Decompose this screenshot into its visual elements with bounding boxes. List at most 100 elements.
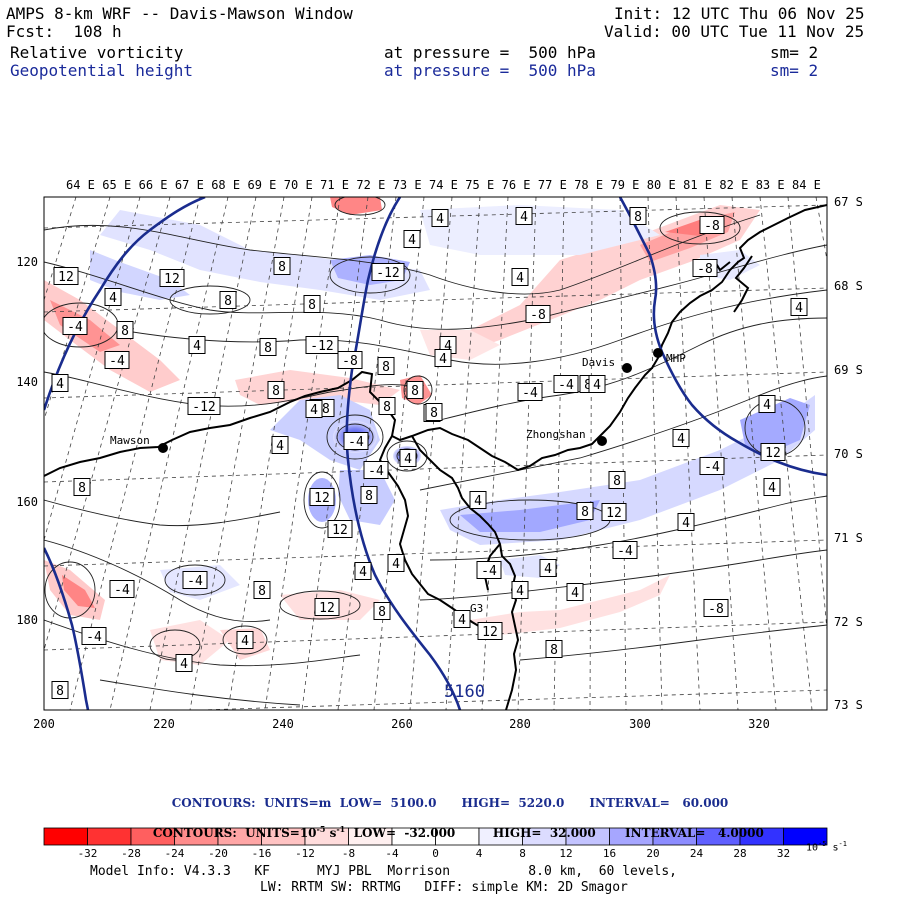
svg-text:4: 4	[392, 557, 400, 572]
colorbar-label: -28	[121, 847, 141, 860]
contour-label: -4	[612, 541, 638, 559]
lat-lon-grid	[44, 197, 827, 710]
contour-label: -4	[81, 627, 107, 645]
latitude-label: 71 S	[834, 531, 863, 545]
y-tick-label: 120	[16, 255, 38, 269]
contour-label: 8	[377, 357, 395, 375]
svg-text:-8: -8	[704, 219, 720, 234]
axis-labels: 64 E 65 E 66 E 67 E 68 E 69 E 70 E 71 E 72 E 73 E…	[16, 178, 863, 731]
colorbar-unit: 10-5 s-1	[806, 840, 847, 853]
field1-smoothing: sm= 2	[770, 43, 819, 62]
y-tick-label: 140	[16, 375, 38, 389]
field1-level: at pressure = 500 hPa	[384, 43, 596, 62]
contour-label: 12	[309, 488, 335, 506]
svg-text:12: 12	[332, 523, 348, 538]
svg-text:12: 12	[482, 625, 498, 640]
colorbar-label: -4	[385, 847, 399, 860]
contour-label: 8	[116, 321, 134, 339]
vorticity-legend-part2: s	[325, 826, 337, 840]
svg-text:8: 8	[378, 605, 386, 620]
colorbar-label: -20	[208, 847, 228, 860]
latitude-label: 68 S	[834, 279, 863, 293]
vorticity-legend-part1: CONTOURS: UNITS=10	[152, 826, 317, 840]
contour-label: 8	[608, 471, 626, 489]
contour-label: -4	[476, 561, 502, 579]
station-label-mawson: Mawson	[110, 434, 150, 447]
svg-text:4: 4	[516, 584, 524, 599]
svg-text:4: 4	[310, 403, 318, 418]
svg-text:8: 8	[258, 584, 266, 599]
contour-label: 4	[763, 478, 781, 496]
model-title: AMPS 8-km WRF -- Davis-Mawson Window	[6, 4, 353, 23]
longitude-label: 64 E	[66, 178, 95, 192]
contour-label: -4	[343, 432, 369, 450]
svg-text:8: 8	[383, 400, 391, 415]
contour-label: 4	[434, 349, 452, 367]
svg-text:-4: -4	[368, 464, 384, 479]
contour-label: 4	[453, 610, 471, 628]
longitude-label: 81 E	[683, 178, 712, 192]
colorbar-label: 8	[519, 847, 526, 860]
svg-text:12: 12	[58, 270, 74, 285]
contour-label: 8	[576, 502, 594, 520]
svg-text:4: 4	[768, 481, 776, 496]
svg-text:4: 4	[458, 613, 466, 628]
contour-label: 4	[539, 559, 557, 577]
station-marker-zhongshan	[597, 436, 607, 446]
contour-label: 8	[219, 291, 237, 309]
x-tick-label: 260	[391, 717, 413, 731]
colorbar-label: 24	[690, 847, 704, 860]
vorticity-legend-part3: LOW= -32.000 HIGH= 32.000 INTERVAL= 4.00…	[345, 826, 764, 840]
colorbar-label: 16	[603, 847, 616, 860]
contour-label: 12	[53, 267, 79, 285]
colorbar-label: 4	[476, 847, 483, 860]
latitude-label: 67 S	[834, 195, 863, 209]
contour-label: -8	[703, 599, 729, 617]
svg-text:-4: -4	[67, 320, 83, 335]
svg-text:-8: -8	[530, 308, 546, 323]
station-marker-mhp	[653, 348, 663, 358]
svg-text:-4: -4	[481, 564, 497, 579]
contour-label: 4	[431, 209, 449, 227]
svg-text:-8: -8	[342, 354, 358, 369]
svg-text:4: 4	[444, 339, 452, 354]
contour-label: 4	[305, 400, 323, 418]
svg-text:8: 8	[365, 489, 373, 504]
longitude-label: 75 E	[465, 178, 494, 192]
colorbar-label: 20	[646, 847, 659, 860]
field2-name: Geopotential height	[10, 61, 194, 80]
svg-text:12: 12	[314, 491, 330, 506]
contour-label: 4	[175, 654, 193, 672]
contour-label: -8	[699, 216, 725, 234]
longitude-label: 73 E	[393, 178, 422, 192]
latitude-label: 73 S	[834, 698, 863, 712]
longitude-label: 66 E	[139, 178, 168, 192]
contour-label: 4	[566, 583, 584, 601]
svg-text:8: 8	[581, 505, 589, 520]
svg-text:8: 8	[121, 324, 129, 339]
init-time: Init: 12 UTC Thu 06 Nov 25	[614, 4, 865, 23]
longitude-label: 78 E	[574, 178, 603, 192]
contour-label: 4	[469, 491, 487, 509]
contour-label: 4	[104, 288, 122, 306]
svg-text:4: 4	[682, 516, 690, 531]
latitude-label: 69 S	[834, 363, 863, 377]
contour-label: -12	[371, 263, 405, 281]
longitude-label: 77 E	[538, 178, 567, 192]
x-tick-label: 280	[509, 717, 531, 731]
svg-text:8: 8	[634, 210, 642, 225]
model-info-line2: LW: RRTM SW: RRTMG DIFF: simple KM: 2D S…	[260, 880, 628, 895]
svg-text:8: 8	[584, 378, 592, 393]
contour-label: 8	[360, 486, 378, 504]
svg-text:4: 4	[520, 210, 528, 225]
y-tick-label: 160	[16, 495, 38, 509]
colorbar-label: -8	[342, 847, 355, 860]
contour-label: 8	[267, 381, 285, 399]
contour-label: 4	[790, 298, 808, 316]
svg-text:4: 4	[109, 291, 117, 306]
colorbar-label: -32	[78, 847, 98, 860]
colorbar-label: -16	[252, 847, 272, 860]
contour-label: 8	[253, 581, 271, 599]
svg-text:4: 4	[474, 494, 482, 509]
svg-text:8: 8	[56, 684, 64, 699]
